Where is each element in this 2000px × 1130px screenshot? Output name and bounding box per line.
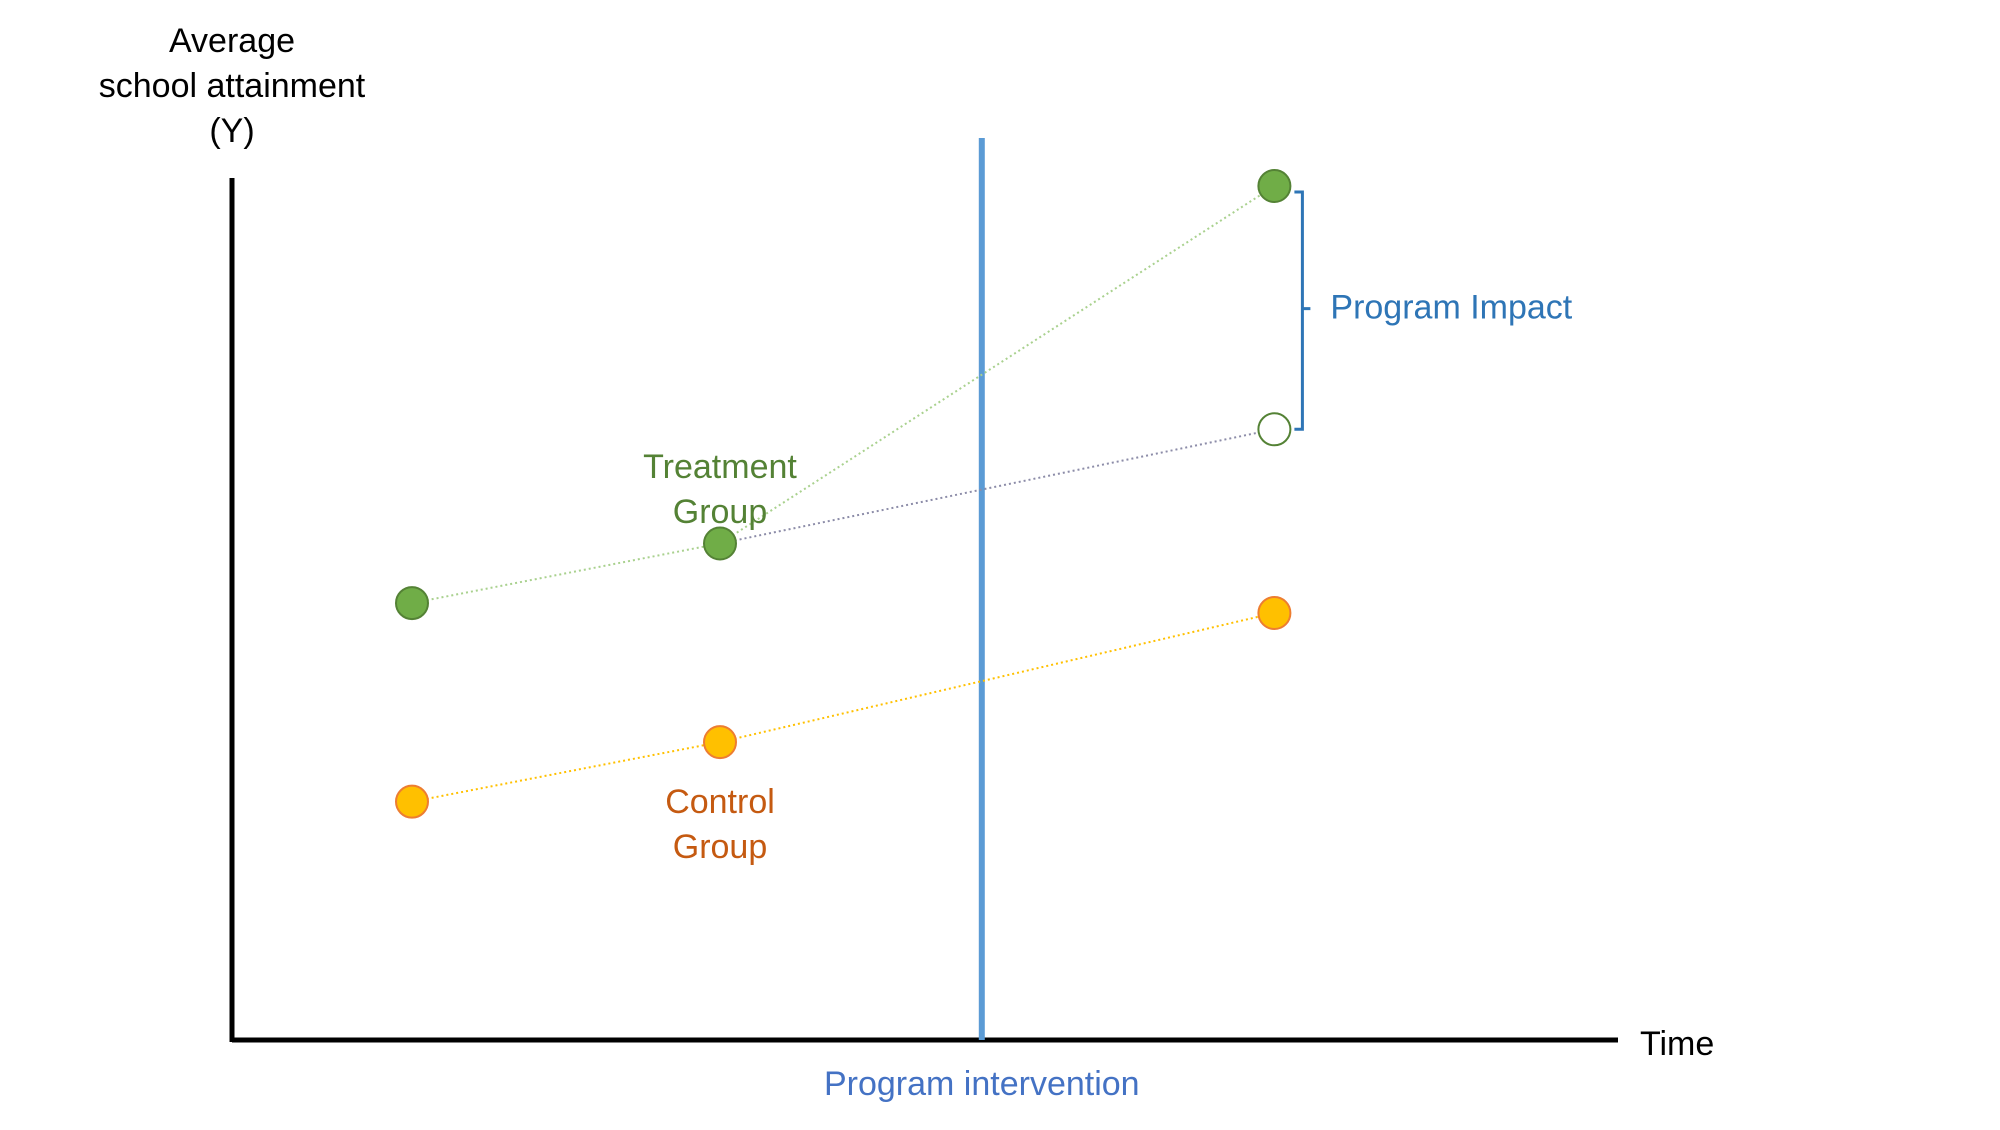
- x-axis-label: Time: [1640, 1025, 1714, 1063]
- impact-label: Program Impact: [1330, 289, 1572, 327]
- counterfactual-point: [1257, 412, 1292, 447]
- treatment-point-0: [395, 586, 429, 621]
- y-axis-label-line-1: school attainment: [99, 67, 366, 105]
- treatment-point-1: [703, 526, 737, 561]
- control-point-0: [395, 784, 429, 819]
- treatment-group-label-line-1: Group: [673, 493, 768, 531]
- control-line-segment-1: [719, 612, 1275, 744]
- control-point-2: [1257, 596, 1292, 631]
- impact-bracket: [1294, 190, 1311, 431]
- y-axis-label-line-0: Average: [169, 22, 295, 60]
- control-group-label-line-0: Control: [665, 783, 775, 821]
- treatment-point-2: [1257, 169, 1292, 204]
- y-axis-label-line-2: (Y): [209, 112, 254, 150]
- intervention-label: Program intervention: [824, 1065, 1140, 1103]
- control-line-segment-0: [411, 741, 721, 803]
- counterfactual-line: [719, 428, 1275, 545]
- control-group-label-line-1: Group: [673, 828, 768, 866]
- control-point-1: [703, 725, 737, 760]
- treatment-line-segment-0: [411, 542, 721, 605]
- treatment-line-segment-1: [719, 185, 1275, 545]
- treatment-group-label-line-0: Treatment: [643, 448, 797, 486]
